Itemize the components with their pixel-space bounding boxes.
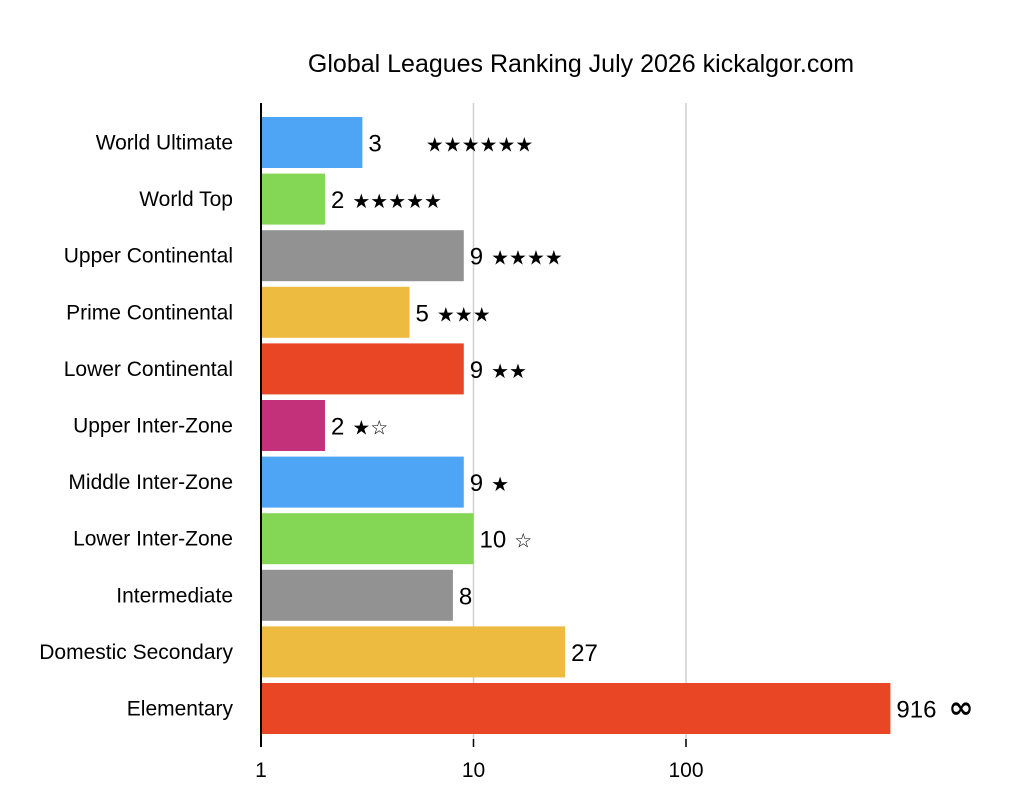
value-label: 9 bbox=[470, 244, 483, 271]
x-tick-label: 10 bbox=[462, 759, 485, 782]
bar bbox=[261, 117, 363, 168]
value-label: 9 bbox=[470, 357, 483, 384]
bar bbox=[261, 173, 325, 225]
category-label: Elementary bbox=[127, 698, 234, 721]
value-label: 2 bbox=[331, 187, 344, 214]
category-label: Middle Inter-Zone bbox=[68, 471, 233, 494]
star-rating-label: ★☆ bbox=[352, 416, 388, 440]
bar bbox=[261, 400, 325, 451]
value-label: 916 bbox=[896, 697, 936, 724]
axes: 1 10 100 bbox=[255, 103, 704, 782]
bar bbox=[261, 513, 474, 565]
value-label: 9 bbox=[470, 470, 483, 497]
category-label: Intermediate bbox=[116, 584, 233, 607]
labels: World Ultimate 3 ★★★★★★World Top 2 ★★★★★Uppe… bbox=[39, 131, 973, 726]
value-label: 5 bbox=[416, 300, 429, 327]
star-rating-label: ★★ bbox=[491, 359, 527, 383]
chart-title: Global Leagues Ranking July 2026 kickalg… bbox=[308, 50, 854, 78]
category-label: World Ultimate bbox=[96, 132, 233, 155]
star-rating-label: ★★★★★ bbox=[352, 189, 442, 213]
value-label: 8 bbox=[459, 583, 472, 610]
bar bbox=[261, 626, 566, 678]
bar bbox=[261, 456, 464, 508]
bar bbox=[261, 683, 891, 734]
bars bbox=[261, 117, 891, 734]
x-tick-label: 100 bbox=[668, 759, 703, 782]
category-label: Upper Continental bbox=[64, 245, 233, 268]
star-rating-label: ★ bbox=[491, 472, 509, 496]
infinity-label: ∞ bbox=[948, 691, 973, 726]
star-rating-label: ★★★★★★ bbox=[426, 133, 534, 157]
value-label: 27 bbox=[571, 640, 598, 667]
star-rating-label: ★★★★ bbox=[491, 246, 563, 270]
star-rating-label: ☆ bbox=[514, 529, 532, 553]
value-label: 3 bbox=[368, 131, 381, 158]
category-label: World Top bbox=[139, 188, 233, 211]
category-label: Domestic Secondary bbox=[39, 641, 233, 664]
value-label: 10 bbox=[480, 527, 507, 554]
category-label: Lower Continental bbox=[64, 358, 233, 381]
category-label: Lower Inter-Zone bbox=[73, 528, 233, 551]
x-tick-label: 1 bbox=[255, 759, 267, 782]
bar bbox=[261, 343, 464, 395]
value-label: 2 bbox=[331, 414, 344, 441]
bar bbox=[261, 569, 453, 621]
category-label: Upper Inter-Zone bbox=[73, 415, 233, 438]
star-rating-label: ★★★ bbox=[437, 302, 491, 326]
category-label: Prime Continental bbox=[66, 301, 233, 324]
bar bbox=[261, 230, 464, 282]
bar bbox=[261, 286, 410, 338]
